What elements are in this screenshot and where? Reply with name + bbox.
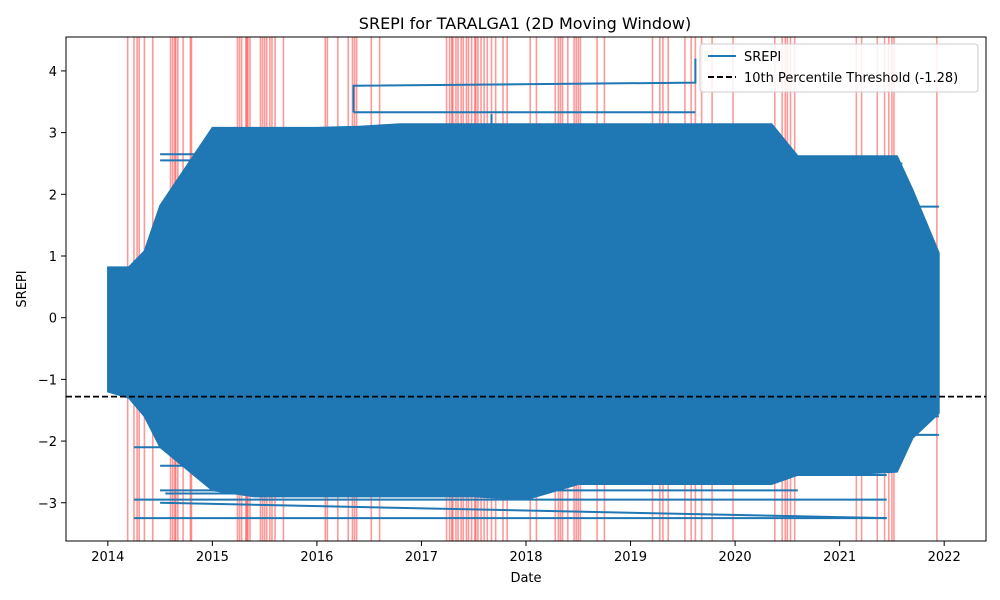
legend-box [699,43,979,93]
y-tick-label: −1 [38,373,57,388]
y-tick-label: 2 [49,188,57,203]
y-tick-label: −2 [38,435,57,450]
x-tick-label: 2017 [405,550,438,565]
x-axis: 2014 2015 2016 2017 2018 2019 2020 2021 2022 [91,541,961,565]
srepi-series-lines [133,58,939,520]
x-tick-label: 2021 [823,550,856,565]
y-axis-label: SREPI [15,270,30,307]
plot-area [66,37,986,541]
y-tick-label: −3 [38,497,57,512]
legend: SREPI 10th Percentile Threshold (-1.28) [699,43,979,93]
x-tick-label: 2022 [928,550,961,565]
srepi-series-band [107,123,940,501]
x-tick-label: 2020 [719,550,752,565]
y-tick-label: 0 [49,312,57,327]
x-tick-label: 2014 [91,550,124,565]
x-tick-label: 2019 [614,550,647,565]
y-tick-label: 4 [49,65,57,80]
srepi-series-line [352,58,697,113]
y-axis: −3 −2 −1 0 1 2 3 4 [38,65,66,512]
x-tick-label: 2015 [196,550,229,565]
legend-label-srepi: SREPI [744,50,781,65]
y-tick-label: 3 [49,127,57,142]
chart-title: SREPI for TARALGA1 (2D Moving Window) [359,14,691,33]
srepi-series-fill [107,123,940,501]
legend-label-threshold: 10th Percentile Threshold (-1.28) [744,71,958,86]
srepi-series-line [160,501,887,520]
y-tick-label: 1 [49,250,57,265]
x-tick-label: 2016 [300,550,333,565]
x-axis-label: Date [510,571,541,586]
x-tick-label: 2018 [509,550,542,565]
